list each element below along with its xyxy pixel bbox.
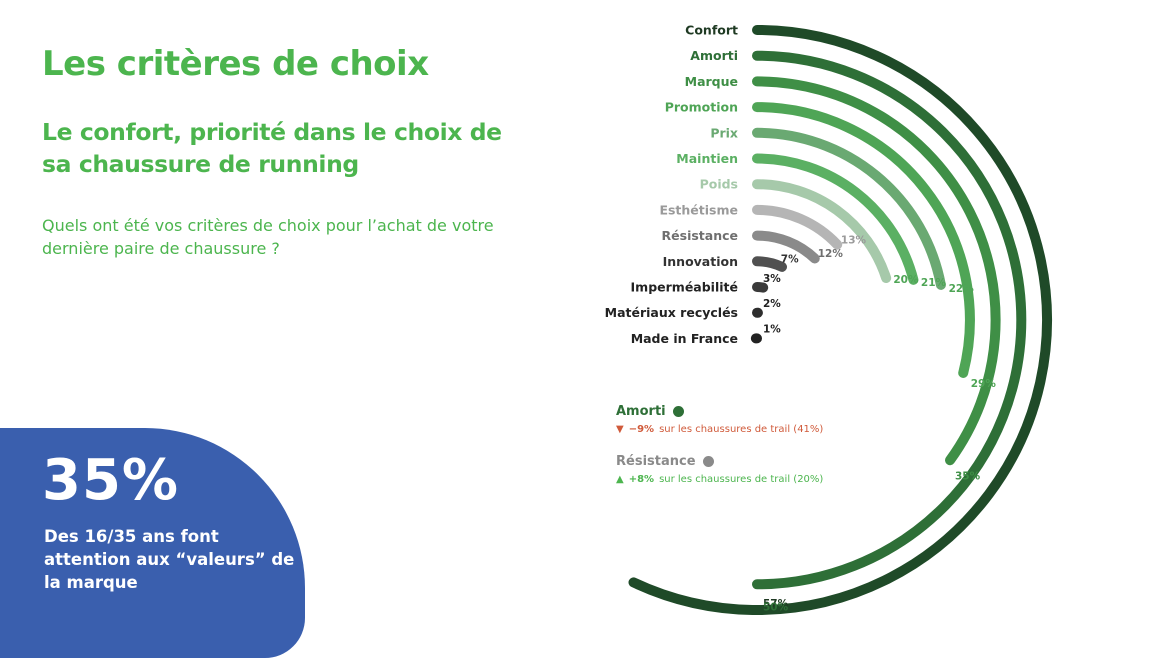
legend-change: −9% <box>629 424 654 435</box>
down-arrow-icon: ▼ <box>616 424 624 435</box>
legend-change: +8% <box>629 474 654 485</box>
legend-name: Résistance <box>616 454 696 469</box>
bar-impermeabilite <box>757 287 763 288</box>
category-label-esthetisme: Esthétisme <box>659 202 738 217</box>
legend-dot <box>673 406 684 417</box>
category-label-poids: Poids <box>700 177 738 192</box>
value-label-resistance: 12% <box>818 248 844 260</box>
category-label-maintien: Maintien <box>676 151 738 166</box>
value-label-innovation: 7% <box>781 253 799 265</box>
category-label-promotion: Promotion <box>665 100 738 115</box>
legend-name: Amorti <box>616 404 666 419</box>
legend-detail: sur les chaussures de trail (41%) <box>659 424 823 435</box>
value-label-materiaux-recycles: 2% <box>763 298 781 310</box>
legend-dot <box>703 456 714 467</box>
category-label-resistance: Résistance <box>662 228 738 243</box>
legend-detail: sur les chaussures de trail (20%) <box>659 474 823 485</box>
up-arrow-icon: ▲ <box>616 474 624 485</box>
value-label-made-in-france: 1% <box>763 323 781 335</box>
value-label-impermeabilite: 3% <box>763 273 781 285</box>
category-label-innovation: Innovation <box>663 254 738 269</box>
value-label-prix: 22% <box>949 283 975 295</box>
value-label-amorti: 50% <box>763 601 789 613</box>
category-label-made-in-france: Made in France <box>631 331 738 346</box>
legend-item-amorti: Amorti ▼ −9% sur les chaussures de trail… <box>616 404 823 435</box>
value-label-esthetisme: 13% <box>841 235 867 247</box>
category-label-amorti: Amorti <box>690 48 738 63</box>
category-label-materiaux-recycles: Matériaux recyclés <box>605 305 738 320</box>
category-label-impermeabilite: Imperméabilité <box>631 280 738 295</box>
value-label-promotion: 29% <box>971 378 997 390</box>
value-label-maintien: 21% <box>921 277 947 289</box>
category-label-prix: Prix <box>710 125 738 140</box>
value-label-poids: 20% <box>893 274 919 286</box>
bar-innovation <box>757 261 782 267</box>
legend-item-resistance: Résistance ▲ +8% sur les chaussures de t… <box>616 454 823 485</box>
category-label-marque: Marque <box>685 74 738 89</box>
category-label-confort: Confort <box>685 23 738 38</box>
value-label-marque: 35% <box>955 471 981 483</box>
